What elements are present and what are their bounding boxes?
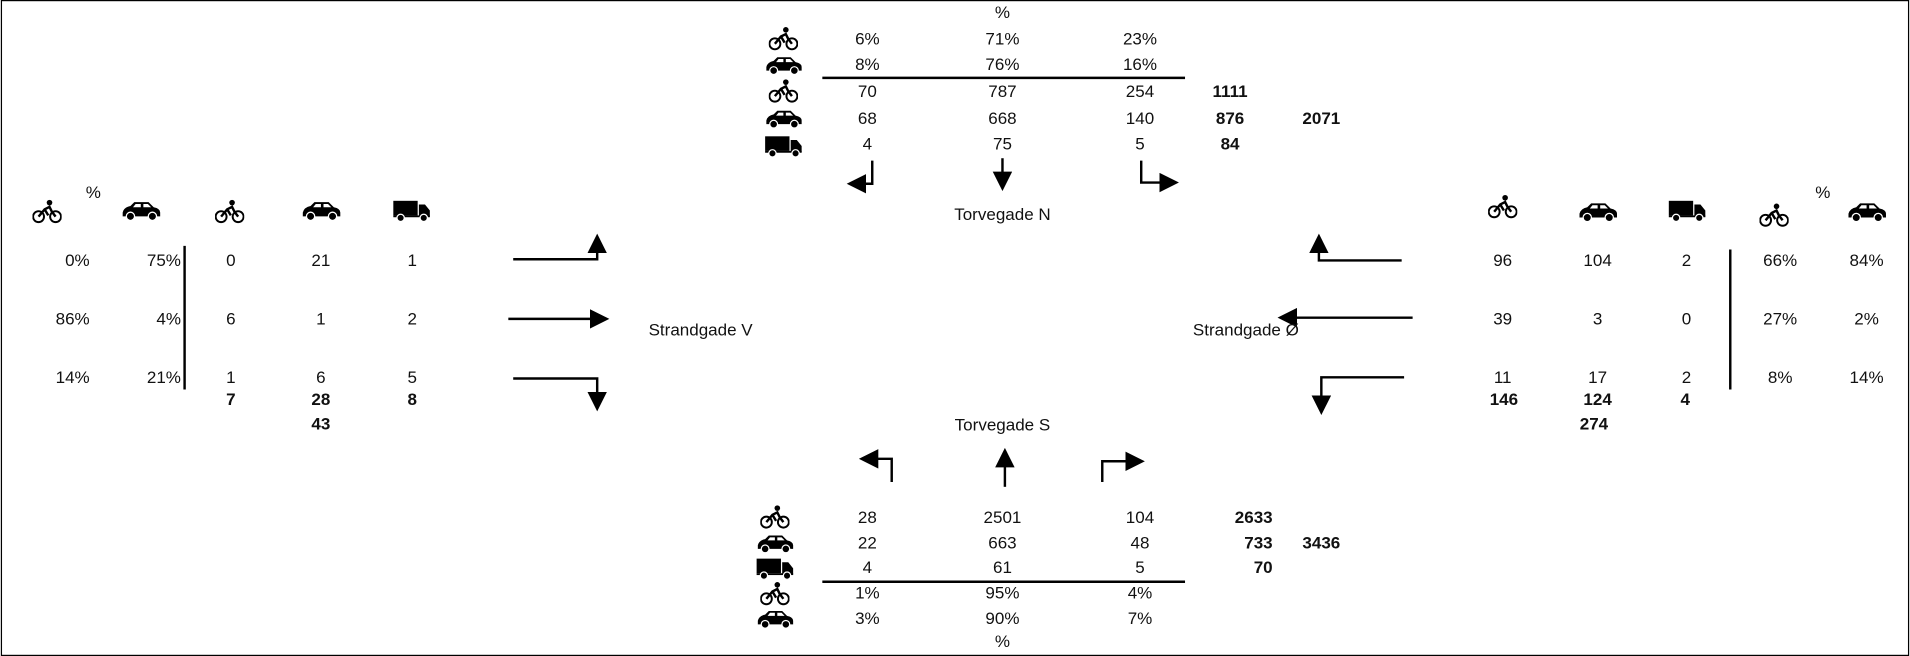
label: 11 bbox=[1494, 368, 1512, 387]
label: 84 bbox=[1221, 134, 1240, 153]
label: 14% bbox=[1850, 368, 1884, 387]
label: 21 bbox=[311, 251, 330, 270]
label: 6 bbox=[316, 368, 325, 387]
label: 17 bbox=[1588, 368, 1607, 387]
label: 2633 bbox=[1235, 508, 1273, 527]
label: 2 bbox=[407, 310, 416, 329]
label: % bbox=[995, 632, 1010, 651]
label: Torvegade N bbox=[954, 205, 1050, 224]
label: % bbox=[995, 3, 1010, 22]
label: Strandgade Ø bbox=[1193, 321, 1299, 340]
label: 28 bbox=[311, 390, 330, 409]
label: 2 bbox=[1682, 368, 1691, 387]
label: 274 bbox=[1580, 414, 1609, 433]
label: 7 bbox=[226, 390, 235, 409]
label: 61 bbox=[993, 558, 1012, 577]
label: 16% bbox=[1123, 55, 1157, 74]
label: 6 bbox=[226, 310, 235, 329]
label: 8% bbox=[1768, 368, 1793, 387]
label: 5 bbox=[1135, 558, 1144, 577]
label: 8% bbox=[855, 55, 880, 74]
label: 124 bbox=[1583, 390, 1612, 409]
label: 146 bbox=[1490, 390, 1518, 409]
label: 7% bbox=[1128, 609, 1153, 628]
label: 84% bbox=[1850, 251, 1884, 270]
label: 4% bbox=[1128, 583, 1153, 602]
label: 70 bbox=[1254, 558, 1273, 577]
label: 0 bbox=[226, 251, 235, 270]
label: 4 bbox=[863, 558, 872, 577]
label: Strandgade V bbox=[649, 321, 754, 340]
label: 2% bbox=[1854, 310, 1879, 329]
label: 95% bbox=[985, 583, 1019, 602]
label: Torvegade S bbox=[955, 415, 1051, 434]
label: 4% bbox=[156, 310, 181, 329]
label: 4 bbox=[1681, 390, 1691, 409]
label: 0 bbox=[1682, 310, 1691, 329]
label: 75% bbox=[147, 251, 181, 270]
label: 6% bbox=[855, 30, 880, 49]
label: 43 bbox=[311, 414, 330, 433]
label: 68 bbox=[858, 109, 877, 128]
arrows bbox=[508, 158, 1413, 487]
label: 86% bbox=[56, 310, 90, 329]
label: 3% bbox=[855, 609, 880, 628]
label: 1 bbox=[407, 251, 416, 270]
label: % bbox=[86, 183, 101, 202]
label: 1 bbox=[226, 368, 235, 387]
label: 2501 bbox=[984, 508, 1022, 527]
label: 96 bbox=[1493, 251, 1512, 270]
label: 2 bbox=[1682, 251, 1691, 270]
label: 70 bbox=[858, 82, 877, 101]
label: 22 bbox=[858, 534, 877, 553]
label: 27% bbox=[1763, 310, 1797, 329]
label: 0% bbox=[65, 251, 90, 270]
label: 5 bbox=[407, 368, 416, 387]
label: 39 bbox=[1493, 310, 1512, 329]
label: 254 bbox=[1126, 82, 1154, 101]
label: 2071 bbox=[1302, 109, 1340, 128]
label: 5 bbox=[1135, 134, 1144, 153]
label: 787 bbox=[988, 82, 1016, 101]
label: 28 bbox=[858, 508, 877, 527]
label: 71% bbox=[985, 30, 1019, 49]
lines bbox=[183, 76, 1732, 583]
label: 90% bbox=[985, 609, 1019, 628]
label: 66% bbox=[1763, 251, 1797, 270]
label: 8 bbox=[407, 390, 416, 409]
label: 3 bbox=[1593, 310, 1602, 329]
label: 663 bbox=[988, 534, 1016, 553]
label: 668 bbox=[988, 109, 1016, 128]
label: 1111 bbox=[1213, 82, 1248, 101]
label: 23% bbox=[1123, 30, 1157, 49]
label: 75 bbox=[993, 134, 1012, 153]
label: 104 bbox=[1126, 508, 1154, 527]
label: 3436 bbox=[1302, 534, 1340, 553]
label: 4 bbox=[863, 134, 872, 153]
label: 733 bbox=[1244, 534, 1272, 553]
label: 1 bbox=[316, 310, 325, 329]
label: 14% bbox=[56, 368, 90, 387]
label: 48 bbox=[1131, 534, 1150, 553]
label: 1% bbox=[855, 583, 880, 602]
label: % bbox=[1815, 183, 1830, 202]
label: 76% bbox=[985, 55, 1019, 74]
label: 140 bbox=[1126, 109, 1154, 128]
label: 104 bbox=[1583, 251, 1611, 270]
icons bbox=[32, 26, 1887, 629]
label: 21% bbox=[147, 368, 181, 387]
label: 876 bbox=[1216, 109, 1244, 128]
